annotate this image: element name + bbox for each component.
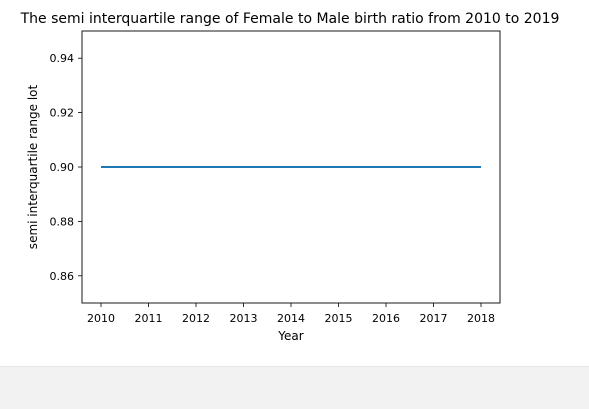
x-tick-label: 2017 [420,312,448,325]
x-axis-label: Year [277,329,303,343]
y-tick-label: 0.88 [50,215,75,228]
x-tick-label: 2013 [230,312,258,325]
output-scroll-area [0,366,589,409]
x-tick-label: 2010 [87,312,115,325]
line-chart: The semi interquartile range of Female t… [20,11,560,343]
y-tick-label: 0.86 [50,270,75,283]
x-tick-label: 2011 [135,312,163,325]
y-tick-label: 0.94 [50,52,75,65]
chart-title: The semi interquartile range of Female t… [20,11,560,27]
x-tick-label: 2016 [372,312,400,325]
y-tick-label: 0.90 [50,161,75,174]
x-tick-label: 2018 [467,312,495,325]
x-tick-label: 2015 [325,312,353,325]
y-axis-label: semi interquartile range lot [26,85,40,250]
plot-area-frame [81,30,501,304]
y-axis-ticks: 0.86 0.88 0.90 0.92 0.94 [50,52,82,283]
y-tick-label: 0.92 [50,107,75,120]
x-axis-ticks: 2010 2011 2012 2013 2014 2015 2016 2017 2018 [87,303,495,325]
x-tick-label: 2014 [277,312,305,325]
x-tick-label: 2012 [182,312,210,325]
